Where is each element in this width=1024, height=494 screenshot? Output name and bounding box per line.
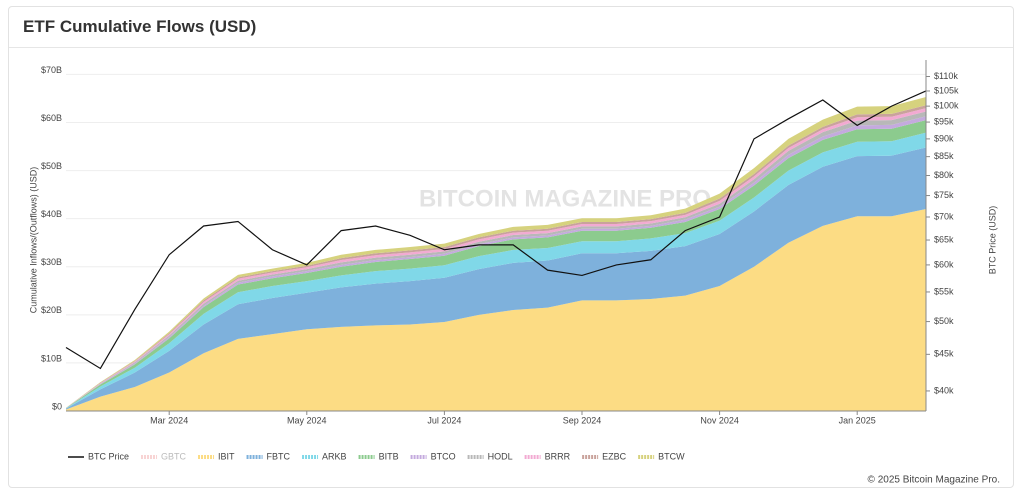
x-tick-label: Jan 2025 [839,415,876,425]
area-segment [66,147,926,410]
y-tick-label: $40B [41,209,62,219]
card: ETF Cumulative Flows (USD) [8,6,1014,488]
legend-label: BTCO [431,451,456,461]
y2-tick-label: $85k [934,151,954,161]
x-tick-label: May 2024 [287,415,327,425]
legend-label: BTC Price [88,451,129,461]
y2-tick-label: $105k [934,85,959,95]
y2-tick-label: $65k [934,234,954,244]
y2-tick-label: $110k [934,71,958,81]
legend-label: EZBC [602,451,627,461]
y2-tick-label: $90k [934,133,954,143]
y2-tick-label: $70k [934,211,954,221]
y-tick-label: $70B [41,65,62,75]
y2-tick-label: $45k [934,349,954,359]
legend-label: BITB [379,451,399,461]
watermark: BITCOIN MAGAZINE PRO [419,185,711,212]
legend-label: ARKB [322,451,347,461]
y2-tick-label: $80k [934,170,954,180]
x-tick-label: Sep 2024 [563,415,602,425]
y-tick-label: $60B [41,113,62,123]
plot [65,73,927,412]
legend-label: BTCW [658,451,685,461]
y-tick-label: $10B [41,353,62,363]
credit: © 2025 Bitcoin Magazine Pro. [868,475,1000,486]
x-tick-label: Mar 2024 [150,415,188,425]
area-segment [66,132,926,409]
y-tick-label: $30B [41,257,62,267]
y2-tick-label: $55k [934,286,954,296]
y2-tick-label: $75k [934,190,954,200]
x-tick-label: Nov 2024 [700,415,739,425]
y2-tick-label: $40k [934,385,954,395]
legend-label: IBIT [218,451,235,461]
page-title: ETF Cumulative Flows (USD) [9,7,1013,48]
legend-label: GBTC [161,451,187,461]
y2-tick-label: $100k [934,101,959,111]
legend-label: FBTC [267,451,291,461]
y-tick-label: $0 [52,401,62,411]
x-tick-label: Jul 2024 [427,415,461,425]
y2-tick-label: $50k [934,316,954,326]
y2-tick-label: $95k [934,116,954,126]
y-tick-label: $20B [41,305,62,315]
price-line [65,90,927,370]
legend-label: HODL [488,451,513,461]
y2-axis-title: BTC Price (USD) [987,206,997,275]
y-axis-title: Cumulative Inflows/(Outflows) (USD) [28,167,38,314]
area-segment [66,209,926,411]
y-tick-label: $50B [41,161,62,171]
y2-tick-label: $60k [934,259,954,269]
legend-label: BRRR [545,451,571,461]
